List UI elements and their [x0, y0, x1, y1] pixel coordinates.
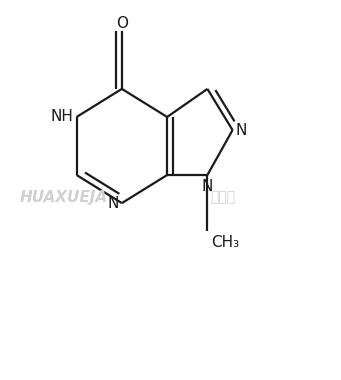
- Text: NH: NH: [50, 109, 73, 125]
- Text: O: O: [116, 16, 128, 31]
- Text: N: N: [107, 196, 119, 211]
- Text: 化学加: 化学加: [211, 190, 236, 204]
- Text: N: N: [236, 123, 247, 138]
- Text: HUAXUEJA: HUAXUEJA: [19, 190, 108, 205]
- Text: N: N: [202, 179, 213, 194]
- Text: CH₃: CH₃: [211, 235, 239, 250]
